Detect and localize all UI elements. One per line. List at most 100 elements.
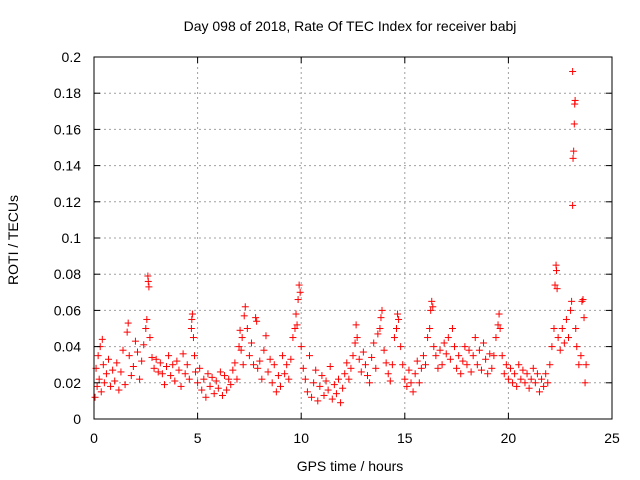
data-point: [465, 346, 473, 354]
data-point: [117, 368, 125, 376]
data-point: [254, 364, 262, 372]
data-point: [351, 339, 359, 347]
data-point: [448, 325, 456, 332]
data-point: [326, 363, 334, 371]
data-point: [558, 325, 566, 332]
data-point: [119, 346, 127, 354]
data-point: [405, 366, 413, 374]
data-point: [258, 375, 266, 383]
data-point: [210, 390, 218, 398]
data-point: [353, 334, 361, 342]
data-point: [339, 384, 347, 392]
data-point: [93, 382, 101, 390]
data-point: [440, 339, 448, 347]
y-tick-label: 0.06: [54, 302, 81, 318]
data-point: [494, 321, 502, 329]
data-point: [517, 375, 525, 383]
data-point: [100, 379, 108, 387]
x-tick-label: 0: [90, 430, 98, 446]
data-point: [138, 357, 146, 365]
data-point: [531, 379, 539, 387]
data-point: [179, 350, 187, 358]
data-point: [427, 306, 435, 314]
data-point: [573, 343, 581, 351]
data-point: [152, 355, 160, 363]
y-tick-label: 0.08: [54, 266, 81, 282]
data-point: [475, 346, 483, 354]
data-point: [160, 381, 168, 389]
data-point: [299, 364, 307, 372]
data-point: [190, 352, 198, 360]
data-point: [297, 343, 305, 351]
data-point: [237, 346, 245, 354]
data-point: [473, 361, 481, 369]
data-point: [419, 352, 427, 360]
data-point: [235, 343, 243, 351]
data-point: [411, 370, 419, 378]
data-point: [388, 361, 396, 369]
y-axis-label: ROTI / TECUs: [5, 195, 21, 285]
data-point: [196, 364, 204, 372]
x-tick-label: 15: [397, 430, 413, 446]
data-point: [484, 370, 492, 378]
data-point: [158, 370, 166, 378]
data-point: [146, 334, 154, 342]
data-point: [204, 370, 212, 378]
data-point: [94, 352, 102, 360]
x-tick-labels: 0 5 10 15 20 25: [90, 430, 620, 446]
data-point: [131, 337, 139, 345]
x-axis-label: GPS time / hours: [297, 458, 404, 474]
data-point: [283, 361, 291, 369]
data-point: [562, 315, 570, 323]
data-point: [509, 379, 517, 387]
data-point: [140, 341, 148, 349]
data-point: [123, 328, 131, 336]
data-point: [343, 359, 351, 367]
data-point: [546, 361, 554, 369]
data-point: [121, 381, 129, 389]
data-point: [316, 382, 324, 390]
data-point: [438, 361, 446, 369]
data-point: [285, 375, 293, 383]
data-point: [198, 386, 206, 394]
data-point: [177, 382, 185, 390]
data-point: [380, 346, 388, 354]
data-point: [214, 384, 222, 392]
data-point: [192, 368, 200, 376]
data-point: [270, 361, 278, 369]
data-point: [200, 375, 208, 383]
data-point: [577, 352, 585, 360]
x-tick-label: 20: [501, 430, 517, 446]
data-point: [444, 334, 452, 342]
data-point: [324, 386, 332, 394]
data-point: [357, 368, 365, 376]
data-point: [382, 359, 390, 367]
data-point: [328, 395, 336, 403]
data-point: [556, 346, 564, 354]
data-point: [461, 343, 469, 351]
data-point: [218, 391, 226, 399]
data-point: [581, 379, 589, 387]
data-point: [225, 375, 233, 383]
x-tick-label: 5: [194, 430, 202, 446]
data-point: [145, 283, 153, 291]
data-point: [238, 334, 246, 342]
x-tick-label: 25: [604, 430, 620, 446]
data-point: [424, 334, 432, 342]
data-point: [459, 357, 467, 365]
data-point: [98, 335, 106, 343]
data-point: [252, 314, 260, 322]
data-point: [403, 382, 411, 390]
data-point: [513, 382, 521, 390]
data-point: [409, 388, 417, 396]
data-point: [289, 334, 297, 342]
data-point: [376, 325, 384, 332]
data-point: [511, 370, 519, 378]
data-point: [378, 306, 386, 314]
data-point: [580, 314, 588, 322]
data-point: [320, 391, 328, 399]
data-point: [428, 297, 436, 305]
data-point: [165, 352, 173, 360]
data-point: [384, 370, 392, 378]
data-point: [415, 379, 423, 387]
